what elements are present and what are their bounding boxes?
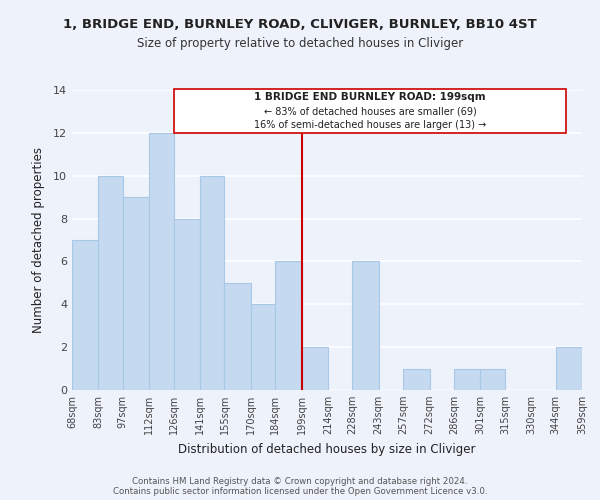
- Bar: [275, 262, 302, 390]
- Bar: [403, 368, 430, 390]
- Bar: [149, 133, 173, 390]
- Bar: [98, 176, 123, 390]
- Bar: [72, 240, 98, 390]
- Bar: [302, 347, 328, 390]
- Text: 1 BRIDGE END BURNLEY ROAD: 199sqm: 1 BRIDGE END BURNLEY ROAD: 199sqm: [254, 92, 486, 102]
- Bar: [173, 218, 200, 390]
- Text: Contains HM Land Registry data © Crown copyright and database right 2024.: Contains HM Land Registry data © Crown c…: [132, 476, 468, 486]
- Bar: [556, 347, 582, 390]
- Text: ← 83% of detached houses are smaller (69): ← 83% of detached houses are smaller (69…: [263, 106, 476, 116]
- Text: Contains public sector information licensed under the Open Government Licence v3: Contains public sector information licen…: [113, 486, 487, 496]
- Bar: [454, 368, 481, 390]
- Bar: [251, 304, 275, 390]
- FancyBboxPatch shape: [173, 89, 566, 133]
- Bar: [352, 262, 379, 390]
- Text: 16% of semi-detached houses are larger (13) →: 16% of semi-detached houses are larger (…: [254, 120, 486, 130]
- Bar: [200, 176, 224, 390]
- Text: Size of property relative to detached houses in Cliviger: Size of property relative to detached ho…: [137, 38, 463, 51]
- Bar: [224, 283, 251, 390]
- X-axis label: Distribution of detached houses by size in Cliviger: Distribution of detached houses by size …: [178, 442, 476, 456]
- Y-axis label: Number of detached properties: Number of detached properties: [32, 147, 44, 333]
- Text: 1, BRIDGE END, BURNLEY ROAD, CLIVIGER, BURNLEY, BB10 4ST: 1, BRIDGE END, BURNLEY ROAD, CLIVIGER, B…: [63, 18, 537, 30]
- Bar: [481, 368, 505, 390]
- Bar: [123, 197, 149, 390]
